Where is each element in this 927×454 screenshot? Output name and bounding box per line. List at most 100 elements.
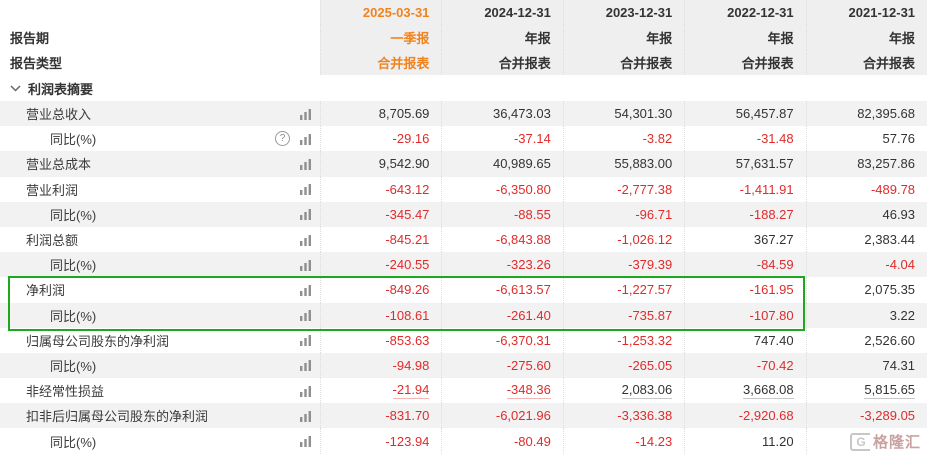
table-row-operating-profit: 营业利润 -643.12 -6,350.80 -2,777.38 -1,411.… — [0, 176, 927, 202]
value-cell: -108.61 — [320, 302, 441, 328]
value-cell: -345.47 — [320, 201, 441, 227]
bar-chart-icon[interactable] — [299, 309, 312, 322]
value-cell: -21.94 — [320, 378, 441, 404]
column-header-date[interactable]: 2025-03-31 — [320, 0, 442, 25]
value-cell: -6,613.57 — [441, 277, 562, 303]
value-cell: -735.87 — [562, 302, 684, 328]
value-cell: 40,989.65 — [441, 151, 562, 177]
value-cell: -3.82 — [562, 126, 684, 152]
value-cell: -379.39 — [562, 252, 684, 278]
table-row-deducted-net-profit: 扣非后归属母公司股东的净利润 -831.70 -6,021.96 -3,336.… — [0, 403, 927, 429]
row-label: 营业总成本 — [26, 157, 92, 173]
column-header-date[interactable]: 2023-12-31 — [562, 0, 685, 25]
value-cell: -123.94 — [320, 428, 441, 454]
value-cell: -161.95 — [684, 277, 805, 303]
value-cell: 9,542.90 — [320, 151, 441, 177]
value-cell: -80.49 — [441, 428, 562, 454]
table-body: 营业总收入 8,705.69 36,473.03 54,301.30 56,45… — [0, 101, 927, 454]
value-cell: 83,257.86 — [805, 151, 927, 177]
period-cell: 年报 — [562, 25, 685, 50]
value-cell: -1,026.12 — [562, 226, 684, 253]
value-cell: -348.36 — [441, 378, 562, 404]
type-cell: 合并报表 — [320, 50, 442, 75]
value-cell: -853.63 — [320, 327, 441, 353]
value-cell: -29.16 — [320, 126, 441, 152]
bar-chart-icon[interactable] — [299, 385, 312, 397]
value-cell: -96.71 — [562, 201, 684, 227]
period-cell: 年报 — [805, 25, 927, 50]
value-cell: -1,227.57 — [562, 277, 684, 303]
value-cell: 747.40 — [684, 327, 805, 353]
bar-chart-icon[interactable] — [299, 359, 312, 372]
value-cell: -831.70 — [320, 403, 441, 429]
row-label: 净利润 — [26, 283, 66, 299]
bar-chart-icon[interactable] — [299, 208, 312, 221]
bar-chart-icon[interactable] — [299, 284, 312, 296]
table-row-parent-net-profit: 归属母公司股东的净利润 -853.63 -6,370.31 -1,253.32 … — [0, 327, 927, 353]
column-header-date[interactable]: 2021-12-31 — [805, 0, 927, 25]
bar-chart-icon[interactable] — [299, 133, 312, 145]
value-cell: -240.55 — [320, 252, 441, 278]
value-cell: 57.76 — [805, 126, 927, 152]
section-income-statement[interactable]: 利润表摘要 — [0, 75, 927, 101]
table-row-revenue: 营业总收入 8,705.69 36,473.03 54,301.30 56,45… — [0, 101, 927, 127]
value-cell: -323.26 — [441, 252, 562, 278]
value-cell: 3,668.08 — [684, 378, 805, 404]
value-cell: 2,083.06 — [562, 378, 684, 404]
table-row-revenue-yoy: 同比(%)? -29.16 -37.14 -3.82 -31.48 57.76 — [0, 126, 927, 152]
bar-chart-icon[interactable] — [299, 108, 312, 120]
table-row-net-profit-yoy: 同比(%) -108.61 -261.40 -735.87 -107.80 3.… — [0, 302, 927, 328]
row-label: 归属母公司股东的净利润 — [26, 333, 170, 349]
value-cell: 74.31 — [805, 352, 927, 379]
value-cell: 2,383.44 — [805, 226, 927, 253]
value-cell: -6,843.88 — [441, 226, 562, 253]
row-label: 同比(%) — [50, 308, 97, 324]
value-cell: 55,883.00 — [562, 151, 684, 177]
value-cell: -188.27 — [684, 201, 805, 227]
column-header-date[interactable]: 2022-12-31 — [684, 0, 806, 25]
row-label: 同比(%) — [50, 132, 97, 148]
value-cell: -37.14 — [441, 126, 562, 152]
row-label: 营业总收入 — [26, 107, 92, 123]
value-cell: 367.27 — [684, 226, 805, 253]
value-cell: -1,253.32 — [562, 327, 684, 353]
value-cell — [805, 428, 927, 454]
table-row-total-profit: 利润总额 -845.21 -6,843.88 -1,026.12 367.27 … — [0, 226, 927, 253]
table-row-operating-profit-yoy: 同比(%) -345.47 -88.55 -96.71 -188.27 46.9… — [0, 201, 927, 227]
value-cell: -265.05 — [562, 352, 684, 379]
value-cell: 57,631.57 — [684, 151, 805, 177]
value-cell: -6,021.96 — [441, 403, 562, 429]
value-cell: -94.98 — [320, 352, 441, 379]
row-label: 同比(%) — [50, 434, 97, 450]
header-corner — [0, 0, 320, 25]
bar-chart-icon[interactable] — [299, 435, 312, 448]
value-cell: -489.78 — [805, 176, 927, 202]
header-date-row: 2025-03-31 2024-12-31 2023-12-31 2022-12… — [0, 0, 927, 25]
value-cell: 82,395.68 — [805, 101, 927, 127]
chevron-down-icon[interactable] — [10, 82, 22, 94]
value-cell: -70.42 — [684, 352, 805, 379]
value-cell: -31.48 — [684, 126, 805, 152]
period-cell: 年报 — [441, 25, 563, 50]
date-label: 2022-12-31 — [727, 5, 794, 20]
table-row-net-profit: 净利润 -849.26 -6,613.57 -1,227.57 -161.95 … — [0, 277, 927, 303]
row-label: 扣非后归属母公司股东的净利润 — [26, 409, 209, 425]
date-label: 2021-12-31 — [848, 5, 916, 20]
value-cell: -6,350.80 — [441, 176, 562, 202]
table-row-deducted-net-profit-yoy: 同比(%) -123.94 -80.49 -14.23 11.20 — [0, 428, 927, 454]
bar-chart-icon[interactable] — [299, 334, 312, 347]
bar-chart-icon[interactable] — [299, 410, 312, 422]
period-cell: 年报 — [684, 25, 806, 50]
bar-chart-icon[interactable] — [299, 158, 312, 170]
type-cell: 合并报表 — [441, 50, 563, 75]
bar-chart-icon[interactable] — [299, 234, 312, 246]
help-circle-icon[interactable]: ? — [275, 131, 290, 147]
table-row-non-recurring: 非经常性损益 -21.94 -348.36 2,083.06 3,668.08 … — [0, 378, 927, 404]
row-label: 同比(%) — [50, 207, 97, 223]
row-label: 非经常性损益 — [26, 384, 105, 400]
bar-chart-icon[interactable] — [299, 259, 312, 271]
bar-chart-icon[interactable] — [299, 183, 312, 196]
value-cell: -2,920.68 — [684, 403, 805, 429]
column-header-date[interactable]: 2024-12-31 — [441, 0, 563, 25]
